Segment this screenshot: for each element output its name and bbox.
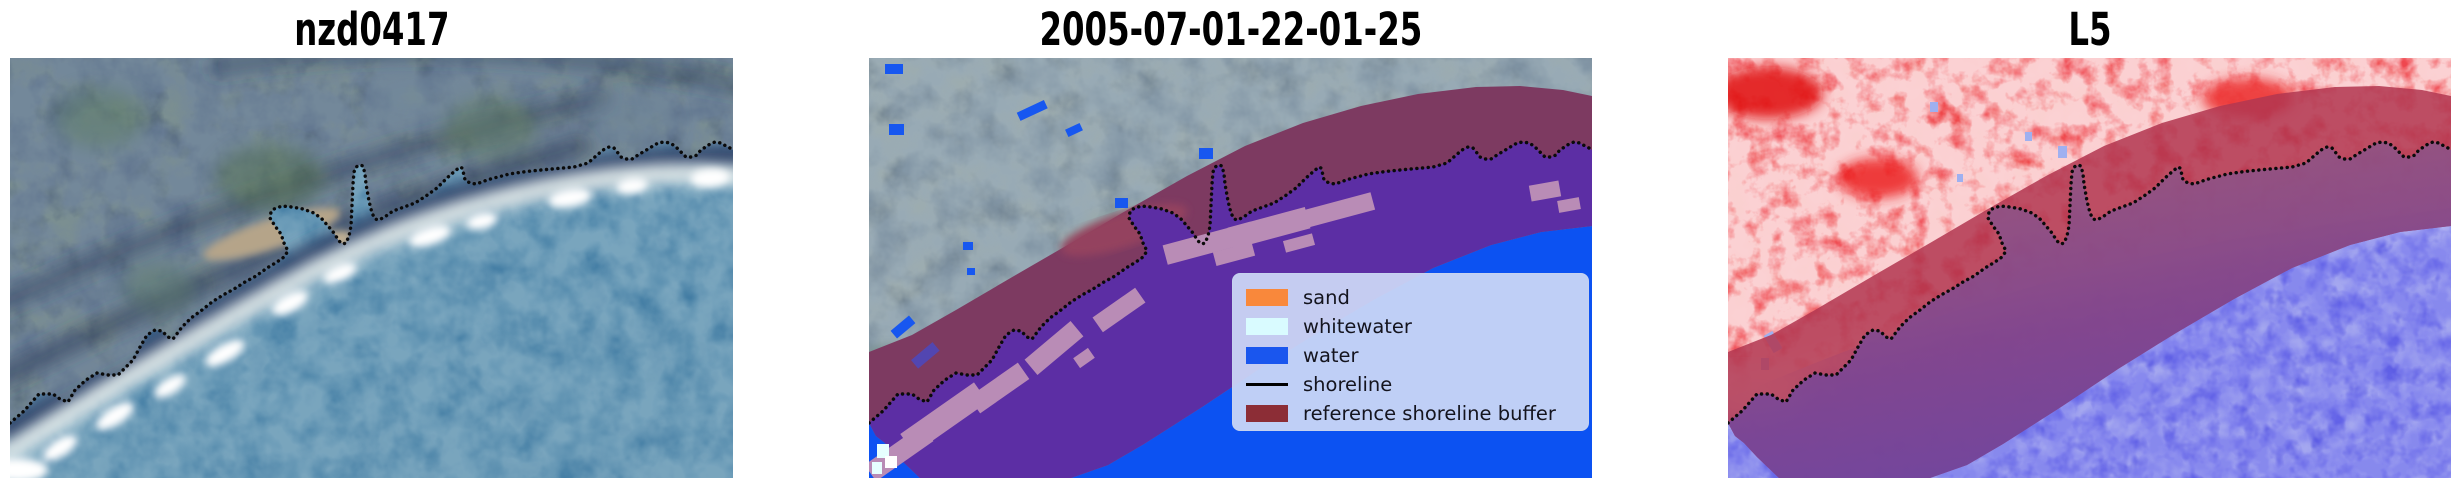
legend-item: shoreline [1246,370,1588,399]
panel-title-l5: L5 [2067,3,2112,56]
pink-patches [869,180,1581,478]
legend-swatch-water [1246,347,1288,364]
classified-zone-below-shoreline [869,142,1592,478]
legend-label: whitewater [1303,315,1412,338]
legend-item: water [1246,341,1588,370]
legend-item: whitewater [1246,312,1588,341]
legend-swatch-buffer [1246,405,1288,422]
panel-title-rgb: nzd0417 [293,3,450,56]
shoreline-dotted-line [1728,140,2451,425]
legend-item: sand [1246,283,1588,312]
legend-label: shoreline [1303,373,1393,396]
legend-swatch-sand [1246,289,1288,306]
whitewater-patch [872,444,897,474]
nearshore-dark-water [10,143,733,449]
legend-label: sand [1303,286,1350,309]
legend: sand whitewater water shoreline referenc… [1232,273,1589,431]
legend-label: reference shoreline buffer [1303,402,1556,425]
satellite-rgb-image [10,58,733,478]
panel-l5-score [1728,58,2451,478]
buffer-below-shoreline [1728,142,2451,478]
panel-title-classified: 2005-07-01-22-01-25 [1039,3,1422,56]
legend-label: water [1303,344,1359,367]
legend-swatch-whitewater [1246,318,1288,335]
legend-item: reference shoreline buffer [1246,399,1588,428]
shoreline-dotted-line [869,140,1592,425]
surf-whitewater-band [10,162,733,478]
panel-classified: sand whitewater water shoreline referenc… [869,58,1592,478]
stray-water-pixels [885,64,1213,369]
score-map-image [1728,58,2451,478]
legend-swatch-shoreline [1246,383,1288,386]
shoreline-dotted-line [10,140,733,425]
panel-nzd0417 [10,58,733,478]
